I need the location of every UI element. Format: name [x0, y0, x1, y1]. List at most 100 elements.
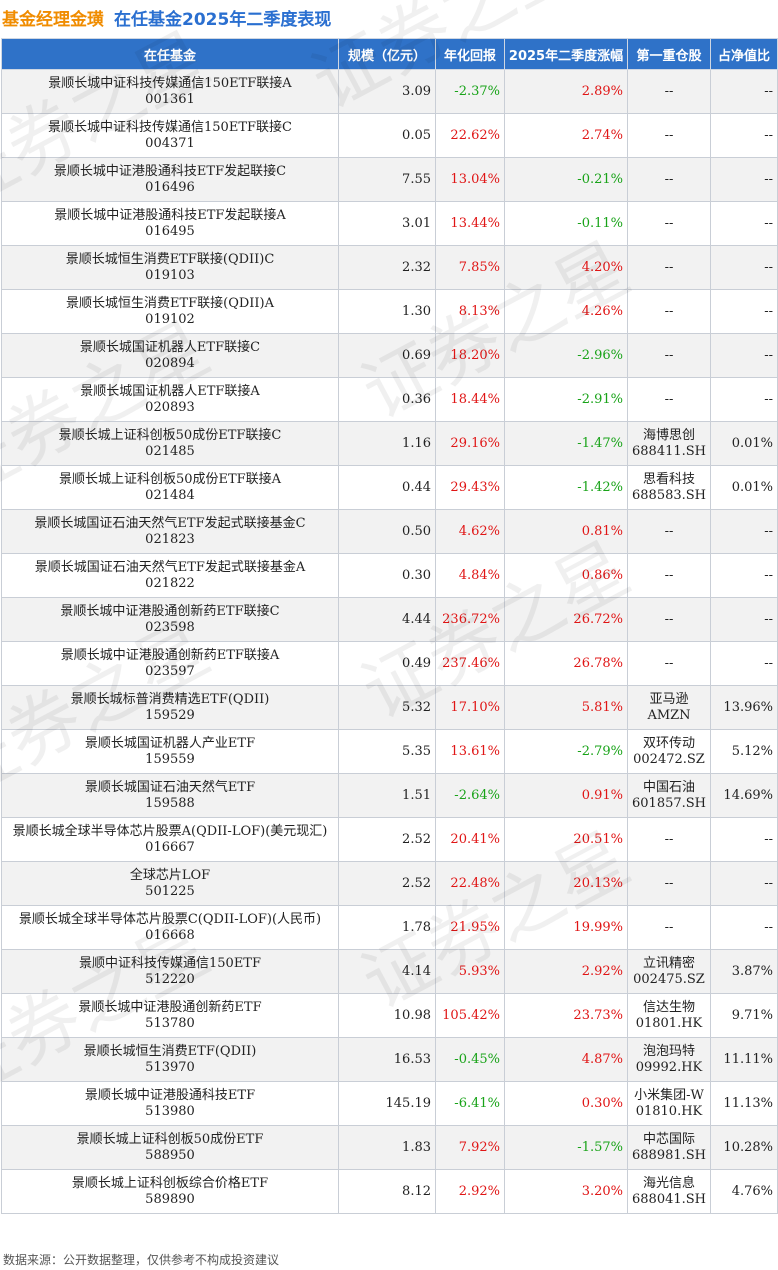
table-row: 景顺长城上证科创板50成份ETF 588950 1.83 7.92% -1.57% 中芯国… [1, 1125, 778, 1170]
top-holding-name: 中芯国际 [642, 1131, 695, 1147]
q2-change: 20.51% [504, 817, 628, 862]
fund-size: 1.30 [338, 289, 436, 334]
q2-change: 20.13% [504, 861, 628, 906]
fund-code: 021484 [145, 487, 195, 503]
top-holding-cell: 立讯精密 002475.SZ [627, 949, 711, 994]
fund-cell: 景顺长城国证石油天然气ETF 159588 [1, 773, 339, 818]
top-holding-name: -- [664, 523, 674, 539]
top-holding-name: -- [664, 875, 674, 891]
fund-code: 513780 [145, 1015, 195, 1031]
fund-name: 景顺长城全球半导体芯片股票C(QDII-LOF)(人民币) [18, 911, 322, 927]
top-holding-name: 泡泡玛特 [642, 1043, 695, 1059]
fund-code: 020893 [145, 399, 195, 415]
fund-code: 016495 [145, 223, 195, 239]
data-source-note: 数据来源：公开数据整理，仅供参考不构成投资建议 [3, 1253, 280, 1267]
fund-cell: 景顺长城国证石油天然气ETF发起式联接基金C 021823 [1, 509, 339, 554]
holding-ratio: 0.01% [710, 421, 778, 466]
fund-code: 159529 [145, 707, 195, 723]
fund-cell: 景顺长城中证港股通创新药ETF联接C 023598 [1, 597, 339, 642]
table-row: 景顺长城恒生消费ETF联接(QDII)A 019102 1.30 8.13% 4.26%… [1, 289, 778, 334]
fund-size: 8.12 [338, 1169, 436, 1214]
top-holding-cell: 小米集团-W 01810.HK [627, 1081, 711, 1126]
table-row: 景顺长城中证港股通创新药ETF联接C 023598 4.44 236.72% 26.72… [1, 597, 778, 642]
q2-change: 4.20% [504, 245, 628, 290]
table-row: 景顺长城国证机器人ETF联接A 020893 0.36 18.44% -2.91% -- -… [1, 377, 778, 422]
fund-size: 0.44 [338, 465, 436, 510]
table-row: 景顺长城中证港股通科技ETF发起联接A 016495 3.01 13.44% -0.11… [1, 201, 778, 246]
table-row: 景顺长城全球半导体芯片股票C(QDII-LOF)(人民币) 016668 1.78 2… [1, 905, 778, 950]
fund-cell: 景顺长城恒生消费ETF(QDII) 513970 [1, 1037, 339, 1082]
holding-ratio: -- [710, 817, 778, 862]
holding-ratio: 10.28% [710, 1125, 778, 1170]
holding-ratio: 13.96% [710, 685, 778, 730]
fund-name: 景顺中证科技传媒通信150ETF [79, 955, 261, 971]
top-holding-cell: 亚马逊 AMZN [627, 685, 711, 730]
q2-change: 23.73% [504, 993, 628, 1038]
top-holding-cell: 思看科技 688583.SH [627, 465, 711, 510]
fund-code: 016496 [145, 179, 195, 195]
fund-code: 512220 [145, 971, 195, 987]
fund-size: 145.19 [338, 1081, 436, 1126]
top-holding-name: 立讯精密 [642, 955, 695, 971]
top-holding-cell: -- [627, 201, 711, 246]
fund-cell: 景顺长城中证港股通科技ETF发起联接C 016496 [1, 157, 339, 202]
col-q2-change: 2025年二季度涨幅 [504, 38, 628, 70]
annual-return: 7.85% [435, 245, 505, 290]
top-holding-cell: 泡泡玛特 09992.HK [627, 1037, 711, 1082]
fund-cell: 全球芯片LOF 501225 [1, 861, 339, 906]
fund-name: 景顺长城中证港股通创新药ETF联接C [60, 603, 280, 619]
manager-title: 基金经理金璜 [2, 9, 104, 30]
fund-name: 景顺长城中证港股通创新药ETF联接A [60, 647, 280, 663]
fund-name: 景顺长城国证机器人ETF联接A [80, 383, 260, 399]
holding-ratio: 0.01% [710, 465, 778, 510]
fund-size: 0.49 [338, 641, 436, 686]
fund-cell: 景顺长城全球半导体芯片股票C(QDII-LOF)(人民币) 016668 [1, 905, 339, 950]
q2-change: -1.57% [504, 1125, 628, 1170]
fund-size: 7.55 [338, 157, 436, 202]
fund-size: 2.52 [338, 861, 436, 906]
fund-name: 景顺长城上证科创板综合价格ETF [71, 1175, 269, 1191]
top-holding-cell: 海光信息 688041.SH [627, 1169, 711, 1214]
q2-change: 26.78% [504, 641, 628, 686]
top-holding-name: -- [664, 127, 674, 143]
fund-name: 景顺长城恒生消费ETF(QDII) [83, 1043, 257, 1059]
q2-change: -2.96% [504, 333, 628, 378]
top-holding-code: 688583.SH [632, 487, 707, 503]
top-holding-code: 688981.SH [632, 1147, 707, 1163]
top-holding-name: -- [664, 391, 674, 407]
holding-ratio: 11.13% [710, 1081, 778, 1126]
annual-return: 237.46% [435, 641, 505, 686]
table-row: 景顺长城中证港股通科技ETF 513980 145.19 -6.41% 0.30% 小米集… [1, 1081, 778, 1126]
top-holding-cell: -- [627, 509, 711, 554]
fund-cell: 景顺中证科技传媒通信150ETF 512220 [1, 949, 339, 994]
holding-ratio: -- [710, 641, 778, 686]
fund-name: 景顺长城中证港股通科技ETF发起联接C [53, 163, 287, 179]
col-ratio: 占净值比 [710, 38, 778, 70]
annual-return: 2.92% [435, 1169, 505, 1214]
q2-change: 0.91% [504, 773, 628, 818]
fund-size: 1.51 [338, 773, 436, 818]
table-row: 景顺长城上证科创板50成份ETF联接C 021485 1.16 29.16% -1.47… [1, 421, 778, 466]
fund-name: 景顺长城中证科技传媒通信150ETF联接A [48, 75, 292, 91]
fund-code: 023598 [145, 619, 195, 635]
top-holding-cell: -- [627, 597, 711, 642]
q2-change: 19.99% [504, 905, 628, 950]
holding-ratio: 4.76% [710, 1169, 778, 1214]
fund-size: 5.32 [338, 685, 436, 730]
holding-ratio: -- [710, 113, 778, 158]
holding-ratio: 9.71% [710, 993, 778, 1038]
top-holding-name: 亚马逊 [649, 691, 689, 707]
fund-size: 4.14 [338, 949, 436, 994]
top-holding-cell: -- [627, 905, 711, 950]
fund-cell: 景顺长城恒生消费ETF联接(QDII)C 019103 [1, 245, 339, 290]
holding-ratio: 5.12% [710, 729, 778, 774]
fund-name: 全球芯片LOF [129, 867, 211, 883]
top-holding-cell: -- [627, 69, 711, 114]
top-holding-cell: -- [627, 289, 711, 334]
holding-ratio: 14.69% [710, 773, 778, 818]
table-row: 景顺中证科技传媒通信150ETF 512220 4.14 5.93% 2.92% 立讯精密… [1, 949, 778, 994]
top-holding-name: -- [664, 83, 674, 99]
q2-change: -1.47% [504, 421, 628, 466]
top-holding-cell: -- [627, 861, 711, 906]
holding-ratio: -- [710, 157, 778, 202]
